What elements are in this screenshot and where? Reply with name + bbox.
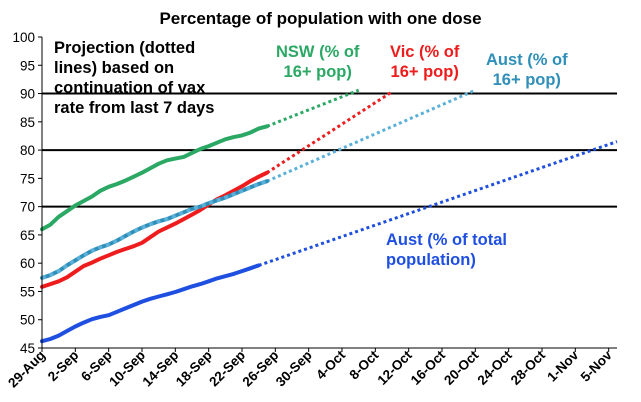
projection-note-line-2: lines) based on (54, 59, 175, 77)
series-label-aust-total-line-1: Aust (% of total (386, 231, 507, 249)
x-tick-label-5-Nov: 5-Nov (578, 347, 615, 384)
series-label-nsw: NSW (% of 16+ pop) (276, 42, 359, 82)
series-label-aust-16plus-line-2: 16+ pop) (492, 71, 561, 89)
x-tick-label-18-Sep: 18-Sep (173, 348, 215, 390)
series-1-projection-line (266, 90, 393, 174)
series-0-projection-line (266, 88, 360, 128)
x-tick-label-4-Oct: 4-Oct (313, 347, 348, 382)
x-tick-label-14-Sep: 14-Sep (140, 348, 182, 390)
x-tick-label-24-Oct: 24-Oct (474, 347, 515, 388)
series-0-actual-line (40, 124, 269, 232)
x-tick-label-22-Sep: 22-Sep (206, 348, 248, 390)
series-2-projection-line (266, 88, 476, 183)
series-3-actual-line (40, 263, 261, 344)
projection-note: Projection (dotted lines) based on conti… (54, 38, 215, 118)
projection-note-line-3: continuation of vax (54, 79, 206, 97)
x-tick-label-26-Sep: 26-Sep (240, 348, 282, 390)
series-label-aust-total-line-2: population) (386, 251, 476, 269)
projection-note-line-4: rate from last 7 days (54, 99, 215, 117)
grid-layer (42, 92, 617, 208)
series-label-vic-line-1: Vic (% of (390, 43, 460, 61)
series-label-aust-total: Aust (% of total population) (386, 230, 507, 270)
x-tick-label-20-Oct: 20-Oct (441, 347, 482, 388)
series-2-actual-dash-overlay (41, 179, 268, 280)
series-label-aust-16plus-line-1: Aust (% of (486, 51, 568, 69)
y-tick-label-100: 100 (12, 30, 35, 45)
series-label-nsw-line-2: 16+ pop) (283, 63, 352, 81)
x-tick-label-16-Oct: 16-Oct (408, 347, 449, 388)
y-tick-label-60: 60 (20, 256, 35, 271)
y-tick-label-80: 80 (20, 143, 35, 158)
y-tick-label-70: 70 (20, 200, 35, 215)
x-tick-label-30-Sep: 30-Sep (273, 348, 315, 390)
x-tick-label-10-Sep: 10-Sep (106, 348, 148, 390)
chart-title: Percentage of population with one dose (159, 9, 482, 28)
y-tick-label-95: 95 (20, 58, 35, 73)
projection-note-line-1: Projection (dotted (54, 39, 196, 57)
series-label-nsw-line-1: NSW (% of (276, 43, 360, 61)
x-tick-label-2-Sep: 2-Sep (45, 348, 82, 385)
series-layer (40, 88, 618, 344)
y-tick-label-75: 75 (20, 171, 35, 186)
x-tick-label-12-Oct: 12-Oct (374, 347, 415, 388)
x-tick-label-1-Nov: 1-Nov (544, 347, 581, 384)
y-tick-label-50: 50 (20, 313, 35, 328)
series-1-actual-line (40, 170, 269, 289)
y-tick-label-55: 55 (20, 284, 35, 299)
y-tick-label-65: 65 (20, 228, 35, 243)
y-tick-label-90: 90 (20, 87, 35, 102)
series-label-vic: Vic (% of 16+ pop) (390, 42, 459, 82)
y-tick-label-85: 85 (20, 115, 35, 130)
series-label-vic-line-2: 16+ pop) (390, 63, 459, 81)
series-label-aust-16plus: Aust (% of 16+ pop) (486, 50, 568, 90)
x-tick-label-28-Oct: 28-Oct (508, 347, 549, 388)
y-tick-label-45: 45 (20, 341, 35, 356)
